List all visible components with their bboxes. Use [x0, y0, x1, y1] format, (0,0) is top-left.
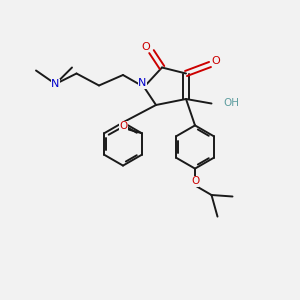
- Text: OH: OH: [223, 98, 239, 109]
- Text: N: N: [51, 79, 60, 89]
- Text: O: O: [120, 121, 128, 131]
- Text: O: O: [212, 56, 220, 66]
- Text: O: O: [142, 42, 151, 52]
- Text: O: O: [191, 176, 199, 187]
- Text: N: N: [138, 78, 147, 88]
